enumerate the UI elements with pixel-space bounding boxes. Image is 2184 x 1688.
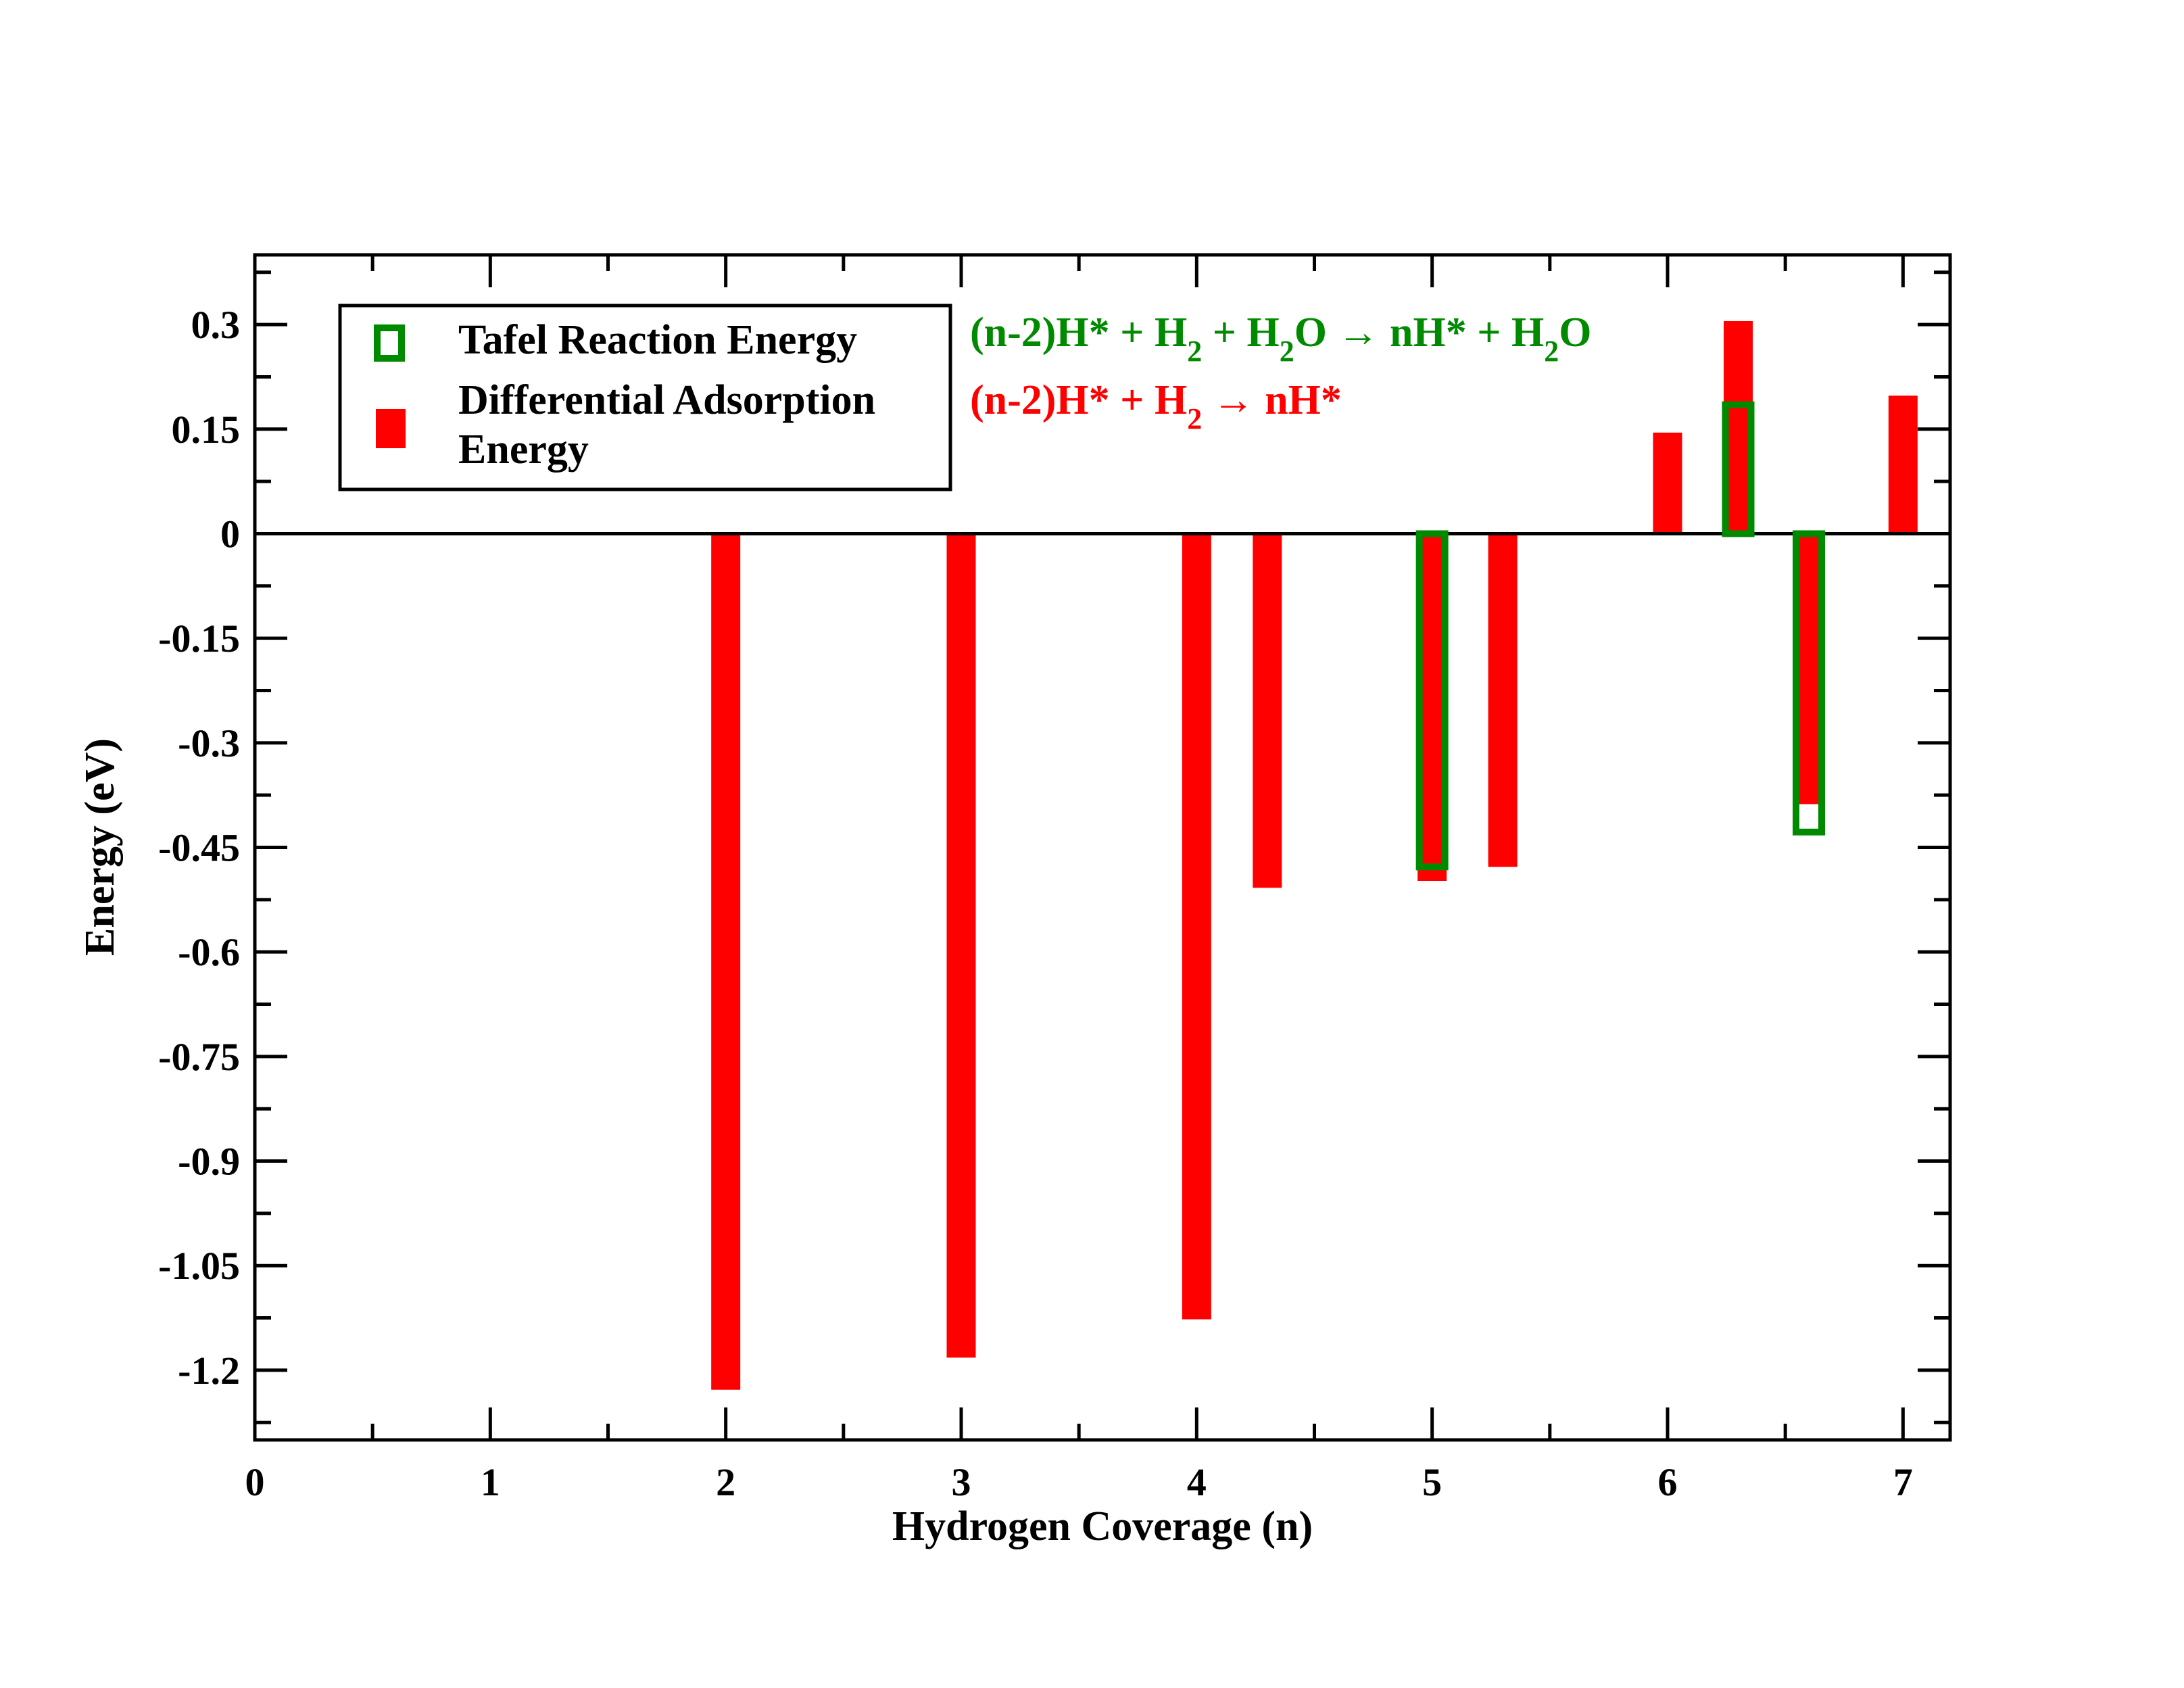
- x-tick-label: 7: [1893, 1460, 1913, 1504]
- y-tick-label: -0.15: [158, 617, 240, 660]
- x-tick-label: 6: [1658, 1460, 1678, 1504]
- y-tick-label: 0.15: [172, 408, 241, 452]
- differential-bar: [946, 533, 976, 1358]
- differential-bar: [711, 533, 741, 1390]
- y-tick-label: 0.3: [191, 303, 241, 347]
- y-tick-label: -0.9: [178, 1140, 240, 1184]
- legend-swatch-differential: [376, 409, 406, 448]
- annotations-layer: (n-2)H* + H2 + H2O → nH* + H2O(n-2)H* + …: [970, 310, 1592, 435]
- legend-label-tafel: Tafel Reaction Energy: [458, 317, 857, 363]
- differential-bar: [1653, 432, 1682, 534]
- y-tick-label: -1.05: [158, 1244, 240, 1288]
- x-tick-label: 3: [952, 1460, 971, 1504]
- tafel-bar: [1415, 530, 1449, 871]
- differential-bar: [1253, 533, 1282, 888]
- y-tick-label: -0.45: [158, 826, 240, 870]
- legend-swatch-tafel: [374, 324, 405, 362]
- x-axis-title: Hydrogen Coverage (n): [892, 1503, 1313, 1549]
- equation-part: → nH*: [1202, 377, 1342, 423]
- differential-bar: [1182, 533, 1211, 1320]
- plot-frame: [253, 253, 1952, 1442]
- y-tick-label: -0.75: [158, 1035, 240, 1079]
- legend-box: [338, 304, 952, 491]
- tafel-bar: [1722, 401, 1755, 537]
- equation-annotation: (n-2)H* + H2 + H2O → nH* + H2O: [970, 310, 1592, 368]
- tafel-bar: [1793, 530, 1825, 836]
- y-axis-title: Energy (eV): [77, 738, 123, 956]
- equation-part: O → nH* + H: [1294, 310, 1545, 356]
- equation-part: + H: [1202, 310, 1280, 356]
- ticks-layer: [253, 255, 1950, 1440]
- equation-subscript: 2: [1280, 335, 1294, 368]
- legend-label-differential-line1: Differential Adsorption: [458, 377, 875, 423]
- labels-layer: 0 1 2 3 4 5 6 7 0.3 0.15 0 -0.15 -0.3 -0.45 -0.6 -0.75 -…: [158, 303, 1913, 1504]
- y-tick-label: 0: [220, 512, 240, 556]
- equation-subscript: 2: [1544, 335, 1559, 368]
- differential-bar: [1488, 533, 1518, 867]
- bars-layer: [711, 320, 1918, 1390]
- tafel-layer: [1415, 401, 1825, 871]
- legend: Tafel Reaction Energy Differential Adsor…: [338, 304, 952, 491]
- equation-part: (n-2)H* + H: [970, 310, 1187, 356]
- x-tick-label: 4: [1187, 1460, 1207, 1504]
- equation-annotation: (n-2)H* + H2 → nH*: [970, 377, 1342, 435]
- differential-bar: [1888, 395, 1918, 534]
- x-tick-label: 2: [716, 1460, 735, 1504]
- y-tick-label: -1.2: [178, 1349, 240, 1393]
- equation-subscript: 2: [1187, 402, 1202, 435]
- equation-subscript: 2: [1187, 335, 1202, 368]
- x-tick-label: 5: [1422, 1460, 1442, 1504]
- x-tick-label: 0: [245, 1460, 265, 1504]
- y-tick-label: -0.3: [178, 721, 240, 765]
- legend-label-differential-line2: Energy: [458, 427, 589, 473]
- x-tick-label: 1: [481, 1460, 500, 1504]
- y-tick-label: -0.6: [178, 930, 240, 974]
- equation-part: (n-2)H* + H: [970, 377, 1187, 423]
- equation-part: O: [1559, 310, 1591, 356]
